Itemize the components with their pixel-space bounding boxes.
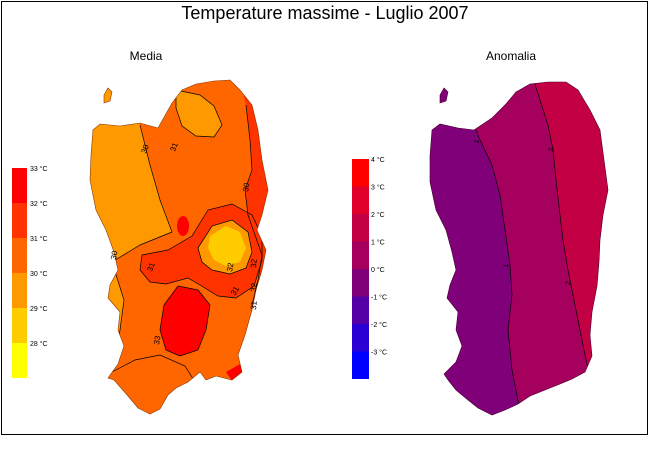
contour-label: 32 — [249, 258, 259, 268]
legend-label: 32 °C — [30, 200, 48, 208]
contour-label: 33 — [152, 334, 163, 345]
legend-swatch — [12, 273, 27, 308]
contour-label: 2 — [548, 147, 556, 152]
legend-swatch — [12, 238, 27, 273]
legend-swatch — [12, 168, 27, 203]
legend-swatch — [12, 308, 27, 343]
legend-label: -3 °C — [371, 349, 387, 357]
legend-swatch — [12, 343, 27, 378]
contour-label: 32 — [249, 282, 259, 292]
contour-label: 30 — [241, 181, 252, 192]
contour-label: 32 — [225, 261, 236, 272]
legend-swatch — [352, 324, 369, 352]
legend-swatch — [352, 296, 369, 324]
legend-swatch — [352, 351, 369, 379]
contour-label: 2 — [565, 281, 572, 286]
legend-label: 0 °C — [371, 266, 385, 274]
media-zone-33-small — [177, 216, 189, 236]
legend-swatch — [352, 214, 369, 242]
legend-swatch — [352, 241, 369, 269]
legend-anomalia: 4 °C 3 °C 2 °C 1 °C 0 °C -1 °C -2 °C -3 °C — [352, 156, 387, 379]
contour-label: 31 — [249, 300, 259, 310]
contour-label: 31 — [168, 141, 180, 153]
legend-label: 1 °C — [371, 239, 385, 247]
contour-label: 30 — [139, 143, 151, 155]
legend-label: -2 °C — [371, 321, 387, 329]
media-coastline — [89, 79, 269, 415]
anomalia-contour-labels: 1 2 1 2 — [473, 139, 572, 286]
media-zone-30-north — [176, 90, 222, 137]
legend-label: 30 °C — [30, 270, 48, 278]
legend-swatch — [352, 186, 369, 214]
anomalia-coastline — [429, 81, 609, 416]
legend-label: 28 °C — [30, 340, 48, 348]
legend-label: 29 °C — [30, 305, 48, 313]
legend-swatch — [352, 269, 369, 297]
contour-label: 1 — [503, 264, 510, 269]
legend-swatch — [12, 203, 27, 238]
legend-media: 33 °C 32 °C 31 °C 30 °C 29 °C 28 °C — [12, 165, 48, 378]
legend-label: 2 °C — [371, 211, 385, 219]
contour-label: 1 — [473, 139, 481, 145]
legend-label: 31 °C — [30, 235, 48, 243]
legend-label: -1 °C — [371, 294, 387, 302]
media-zone-32-east — [240, 80, 268, 330]
legend-label: 4 °C — [371, 156, 385, 164]
panel-title-media: Media — [129, 49, 163, 63]
legend-label: 33 °C — [30, 165, 48, 173]
contour-label: 31 — [145, 261, 157, 273]
media-zone-33 — [160, 286, 210, 356]
media-zone-29 — [208, 226, 246, 266]
figure-title: Temperature massime - Luglio 2007 — [181, 3, 469, 23]
anomalia-map — [430, 82, 608, 415]
legend-label: 3 °C — [371, 184, 385, 192]
media-contour-labels: 30 31 30 30 31 31 31 32 32 32 33 — [109, 141, 259, 346]
contour-label: 30 — [109, 249, 120, 260]
panel-title-anomalia: Anomalia — [485, 49, 537, 63]
legend-swatch — [352, 159, 369, 187]
